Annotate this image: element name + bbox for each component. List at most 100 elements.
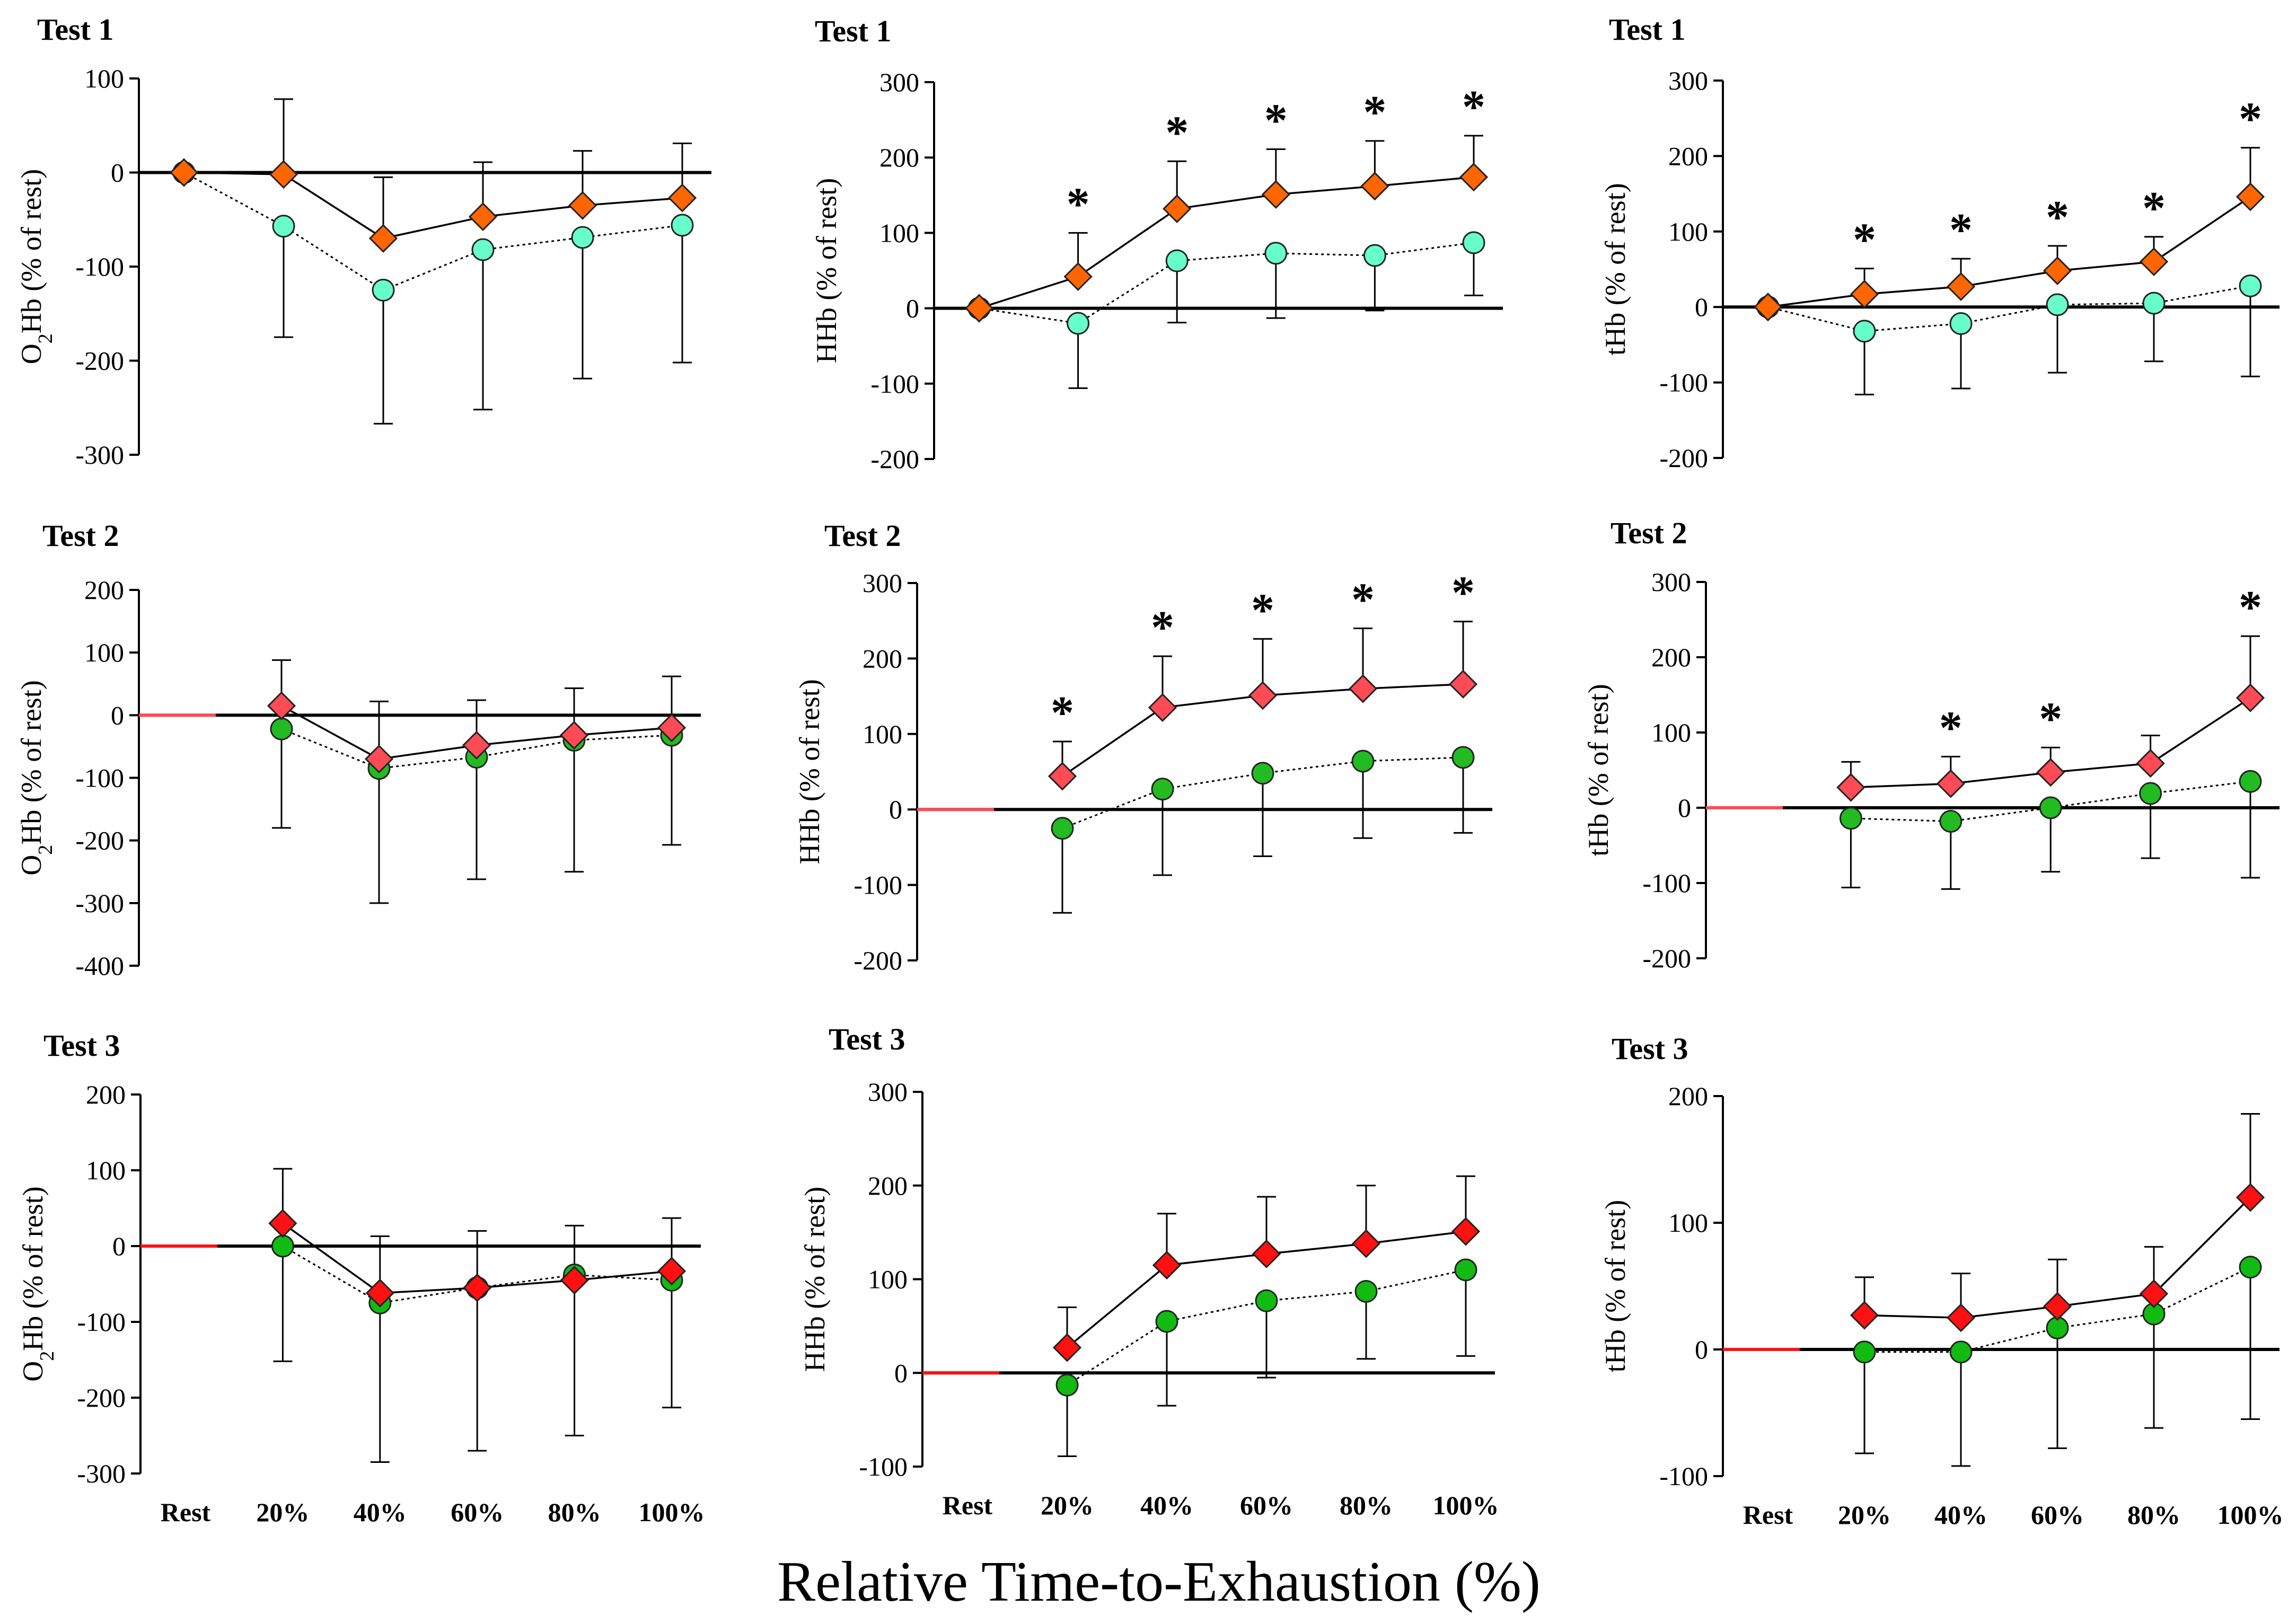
panel-3: Test 1 300 200 100 0 -100 -200 tHb (% of rest) *… [1599, 12, 2280, 473]
diamond-point [1348, 674, 1378, 703]
y-tick-label: -200 [75, 826, 124, 855]
diamond-point [559, 721, 589, 750]
x-tick-label: 80% [548, 1497, 601, 1527]
y-tick-label: 200 [868, 1171, 908, 1201]
y-tick-label: -200 [1659, 443, 1708, 473]
y-tick-label: 0 [1678, 793, 1691, 823]
y-tick-label: -100 [1659, 368, 1708, 398]
circle-series-line [1767, 285, 2251, 332]
significance-star: * [2039, 693, 2062, 745]
circle-point [270, 717, 293, 740]
diamond-point [964, 294, 994, 323]
significance-star: * [2239, 94, 2262, 145]
diamond-point [269, 160, 298, 189]
diamond-point [1946, 272, 1976, 301]
circle-point [1255, 1289, 1278, 1312]
significance-star: * [1363, 87, 1386, 138]
significance-star: * [1067, 179, 1090, 230]
y-tick-label: -100 [1659, 1461, 1708, 1491]
diamond-point [268, 1208, 297, 1238]
x-tick-label: Rest [161, 1497, 211, 1527]
y-tick-label: 300 [863, 568, 902, 598]
y-tick-label: 0 [111, 700, 124, 730]
circle-point [1264, 242, 1288, 265]
circle-point [1853, 1340, 1876, 1364]
y-axis-label: HHb (% of rest) [794, 679, 825, 864]
circle-point [372, 278, 395, 302]
diamond-point [2236, 683, 2265, 712]
diamond-point [368, 224, 398, 253]
x-tick-label: 80% [2127, 1500, 2180, 1530]
diamond-point [468, 202, 498, 232]
significance-star: * [1351, 574, 1375, 625]
circle-point [2239, 274, 2262, 297]
panel-title: Test 1 [815, 14, 892, 48]
y-tick-label: -300 [75, 440, 124, 470]
y-axis-label: O2Hb (% of rest) [17, 1186, 58, 1381]
y-axis-label: HHb (% of rest) [811, 178, 842, 363]
y-tick-label: 0 [112, 1231, 126, 1261]
panel-9: Test 3 200 100 0 -100 tHb (% of rest) Rest 20% 4… [1599, 1031, 2284, 1530]
circle-point [571, 226, 594, 249]
diamond-point [568, 191, 597, 220]
diamond-point [2036, 758, 2065, 787]
panel-title: Test 3 [1612, 1031, 1688, 1066]
x-tick-label: 60% [2031, 1500, 2084, 1530]
diamond-point [365, 1278, 394, 1308]
diamond-point [667, 183, 697, 213]
panel-1: Test 1 100 0 -100 -200 -300 O2Hb (% of rest) [15, 12, 711, 470]
circle-point [1939, 810, 1963, 833]
diamond-point [1850, 279, 1879, 309]
panel-title: Test 3 [829, 1022, 905, 1056]
y-axis-label: tHb (% of rest) [1582, 684, 1614, 856]
x-tick-label: 40% [354, 1497, 407, 1527]
x-tick-label: 20% [1041, 1490, 1094, 1520]
circle-point [1354, 1279, 1378, 1303]
circle-series-line [183, 172, 683, 292]
circle-point [1454, 1258, 1477, 1282]
x-tick-label: 100% [639, 1497, 705, 1527]
significance-star: * [1949, 205, 1973, 256]
x-axis-title: Relative Time-to-Exhaustion (%) [777, 1550, 1541, 1613]
y-tick-label: 0 [894, 1358, 908, 1388]
circle-point [1151, 778, 1174, 801]
significance-star: * [1462, 82, 1485, 133]
y-axis-label: O2Hb (% of rest) [15, 169, 57, 364]
diamond-point [1048, 762, 1077, 791]
y-tick-label: 300 [1668, 66, 1708, 95]
circle-point [2039, 796, 2062, 819]
diamond-point [2139, 247, 2169, 276]
y-tick-label: -100 [77, 1307, 126, 1337]
panel-title: Test 2 [1611, 516, 1687, 550]
diamond-point [1351, 1229, 1381, 1258]
diamond-point [1451, 1217, 1481, 1246]
panel-5: Test 2 300 200 100 0 -100 -200 HHb (% of rest) *… [794, 518, 1492, 975]
diamond-point [1248, 681, 1278, 710]
x-tick-label: 100% [1433, 1490, 1499, 1520]
diamond-point [1850, 1301, 1879, 1330]
diamond-point [1836, 773, 1865, 802]
circle-point [1363, 244, 1386, 267]
significance-star: * [2142, 183, 2166, 234]
circle-series-line [281, 728, 672, 770]
y-tick-label: 300 [1651, 567, 1691, 597]
circle-point [2239, 770, 2262, 793]
circle-point [1949, 312, 1973, 336]
y-tick-label: 0 [1695, 1335, 1708, 1364]
y-tick-label: 0 [906, 294, 919, 323]
significance-star: * [1251, 585, 1274, 636]
circle-point [671, 214, 694, 237]
x-tick-label: Rest [1743, 1500, 1793, 1530]
diamond-point [1252, 1239, 1281, 1268]
panel-title: Test 1 [37, 12, 114, 47]
y-tick-label: -200 [1642, 943, 1691, 973]
y-tick-label: 200 [84, 575, 124, 605]
circle-point [2139, 782, 2162, 805]
circle-point [1165, 249, 1189, 272]
circle-point [1155, 1310, 1178, 1333]
diamond-point [560, 1266, 589, 1295]
circle-point [1462, 231, 1485, 254]
circle-series-line [1062, 756, 1464, 829]
y-tick-label: 300 [879, 67, 919, 97]
